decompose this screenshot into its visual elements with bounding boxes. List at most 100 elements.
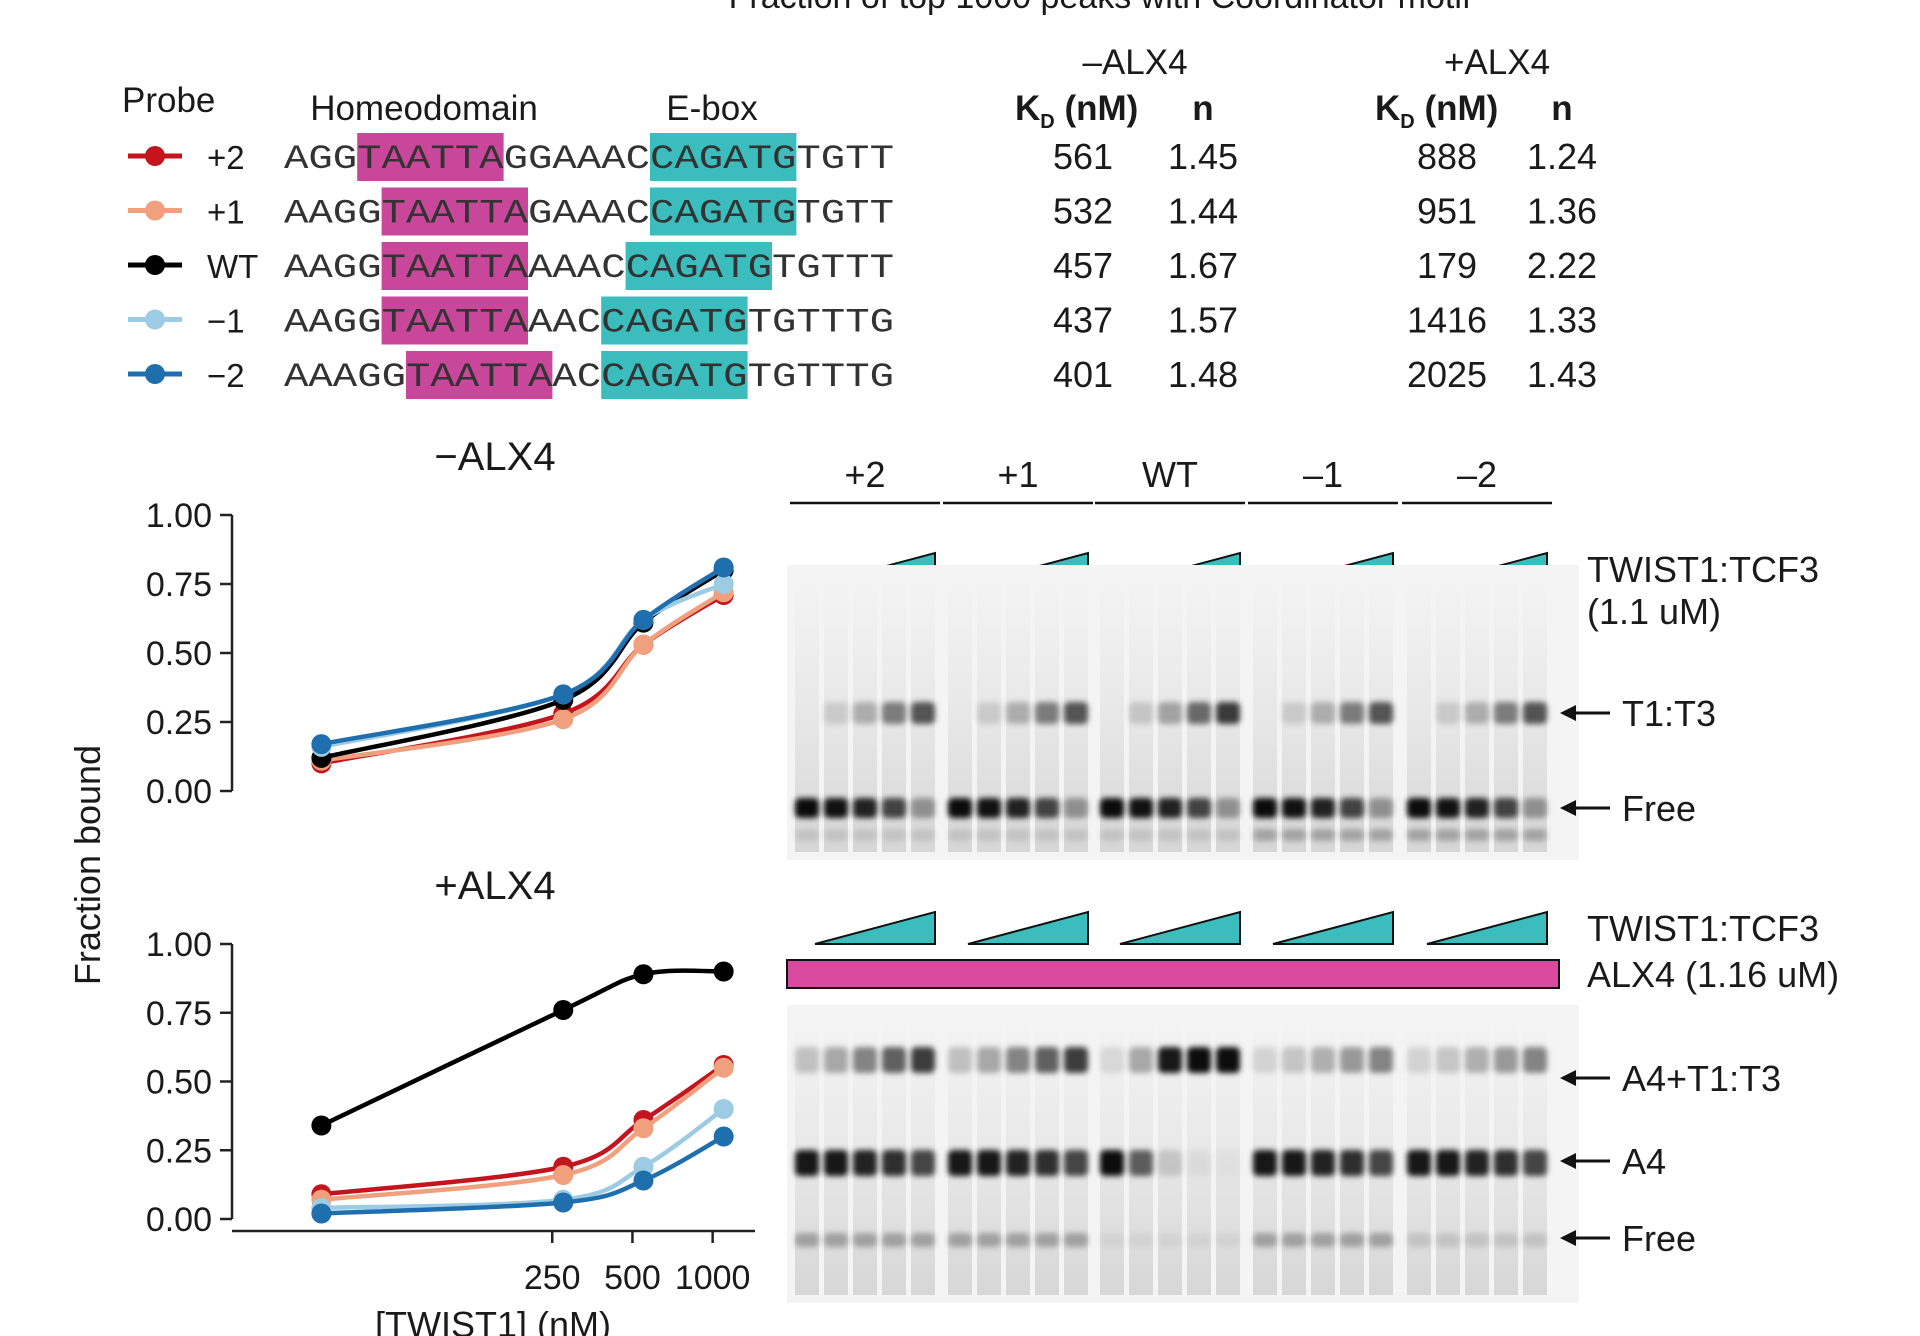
gel-band <box>1253 829 1277 841</box>
series-line <box>320 581 725 750</box>
lane-group-label: +1 <box>997 454 1038 495</box>
gel-band <box>1523 1150 1547 1176</box>
sequence-seq-pre: AAGG <box>284 196 382 234</box>
gel-band <box>882 1150 906 1176</box>
band-arrowhead <box>1560 800 1576 816</box>
band-arrowhead <box>1560 1230 1576 1246</box>
y-tick-label: 1.00 <box>146 497 212 535</box>
gel-band <box>882 1233 906 1247</box>
gel-band <box>1216 1150 1240 1176</box>
data-point <box>311 734 332 755</box>
kd-plus-value: 179 <box>1417 245 1477 286</box>
gel-band <box>1253 1150 1277 1176</box>
homeodomain-label: Homeodomain <box>310 89 538 128</box>
y-tick-label: 0.25 <box>146 1132 212 1170</box>
n-plus-value: 1.36 <box>1527 191 1597 232</box>
sequence-hd: TAATTA <box>382 250 529 288</box>
gel-band <box>1311 798 1335 818</box>
legend-marker <box>145 146 165 166</box>
titration-wedge <box>814 910 936 945</box>
sequence-mid: AAAC <box>528 250 626 288</box>
chart-title: −ALX4 <box>434 435 555 479</box>
y-tick-label: 0.25 <box>146 704 212 742</box>
gel-band <box>853 1233 877 1247</box>
ebox-highlight <box>650 187 797 236</box>
gel-band <box>1129 1047 1153 1073</box>
lane-group-label: +2 <box>844 454 885 495</box>
gel-band <box>1436 702 1460 724</box>
band-label: Free <box>1622 1218 1696 1259</box>
gel-band <box>1100 1233 1124 1247</box>
kd-plus-value: 951 <box>1417 191 1477 232</box>
n-header-minus: n <box>1192 89 1213 128</box>
gel-band <box>1035 702 1059 724</box>
gel-band <box>1436 1047 1460 1073</box>
kd-minus-value: 457 <box>1053 245 1113 286</box>
gel-band <box>1100 829 1124 841</box>
n-minus-value: 1.44 <box>1168 191 1238 232</box>
gel-band <box>1523 829 1547 841</box>
data-point <box>553 709 574 730</box>
sequence-mid: GGAAAC <box>504 141 650 179</box>
x-tick-label: 500 <box>604 1259 661 1297</box>
gel-band <box>1369 702 1393 724</box>
gel-band <box>1158 798 1182 818</box>
gel-band <box>882 829 906 841</box>
titration-label: TWIST1:TCF3 <box>1587 908 1819 949</box>
sequence-ebox: CAGATG <box>650 141 796 179</box>
gel-band <box>1006 1047 1030 1073</box>
probe-label: −1 <box>207 303 245 340</box>
gel-band <box>1407 829 1431 841</box>
kd-header-minus: KD (nM) <box>1015 89 1138 133</box>
probe-label: WT <box>207 248 258 285</box>
gel-band <box>911 798 935 818</box>
series-3 <box>311 1099 734 1218</box>
alx4-label: ALX4 (1.16 uM) <box>1587 954 1839 995</box>
n-minus-value: 1.48 <box>1168 354 1238 395</box>
n-plus-value: 1.24 <box>1527 136 1597 177</box>
gel-band <box>1035 829 1059 841</box>
gel-band <box>1064 702 1088 724</box>
gel-band <box>1494 829 1518 841</box>
gel-band <box>1282 829 1306 841</box>
gel-band <box>824 829 848 841</box>
gel-band <box>1129 798 1153 818</box>
ebox-highlight <box>650 133 797 181</box>
band-arrowhead <box>1560 1153 1576 1169</box>
data-point <box>713 574 734 594</box>
gel-band <box>1035 1233 1059 1247</box>
gel-band <box>882 798 906 818</box>
gel-band <box>1035 1150 1059 1176</box>
kd-plus-value: 888 <box>1417 136 1477 177</box>
gel-band <box>1100 798 1124 818</box>
kd-minus-value: 401 <box>1053 354 1113 395</box>
band-label: A4+T1:T3 <box>1622 1058 1781 1099</box>
homeodomain-highlight <box>381 242 528 290</box>
sequence-seq-post: TGTT <box>796 196 894 234</box>
gel-band <box>1187 829 1211 841</box>
sequence-seq-post: TGTTT <box>772 250 894 288</box>
gel-band <box>1187 1047 1211 1073</box>
gel-band <box>1369 829 1393 841</box>
data-point <box>713 1057 734 1078</box>
gel-band <box>824 1233 848 1247</box>
gel-band <box>1282 1233 1306 1247</box>
gel-band <box>853 702 877 724</box>
gel-band <box>1100 1150 1124 1176</box>
probe-label: +2 <box>207 139 245 176</box>
gel-band <box>1340 829 1364 841</box>
gel-band <box>1407 798 1431 818</box>
gel-band <box>948 1233 972 1247</box>
y-tick-label: 0.75 <box>146 566 212 604</box>
n-minus-value: 1.45 <box>1168 136 1238 177</box>
gel-band <box>1494 1047 1518 1073</box>
gel-band <box>1216 702 1240 724</box>
gel-band <box>853 1150 877 1176</box>
gel-band <box>1494 1150 1518 1176</box>
gel-band <box>1253 798 1277 818</box>
gel-band <box>911 829 935 841</box>
gel-band <box>977 702 1001 724</box>
ebox-highlight <box>601 351 748 399</box>
titration-wedge <box>1426 910 1548 945</box>
gel-band <box>1187 1150 1211 1176</box>
